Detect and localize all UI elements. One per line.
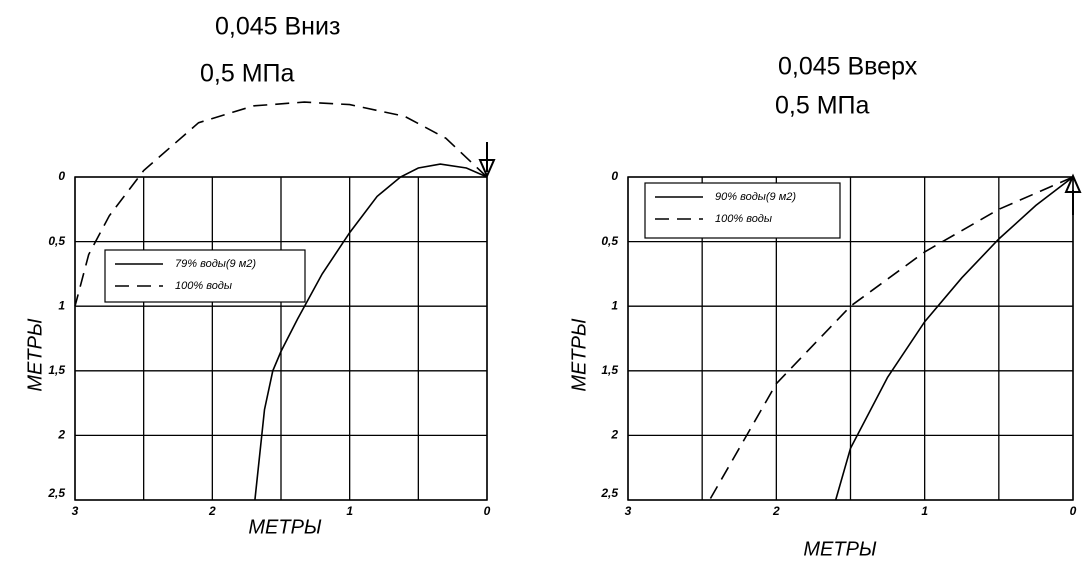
annotation: 0,045 Вниз — [215, 13, 340, 41]
arrow-down — [478, 142, 496, 179]
legend-label: 90% воды(9 м2) — [715, 191, 796, 203]
y-tick-label: 2,5 — [47, 486, 65, 500]
x-tick-label: 1 — [346, 504, 353, 518]
x-tick-label: 2 — [208, 504, 216, 518]
y-axis-label: МЕТРЫ — [24, 318, 46, 392]
y-axis-label: МЕТРЫ — [568, 318, 590, 392]
x-tick-label: 2 — [772, 504, 780, 518]
y-tick-label: 1,5 — [601, 363, 618, 377]
annotation: 0,5 МПа — [775, 92, 869, 120]
y-tick-label: 0 — [58, 169, 65, 183]
y-tick-label: 1,5 — [48, 363, 65, 377]
y-tick-label: 0,5 — [48, 234, 65, 248]
line-series — [834, 176, 1074, 501]
x-tick-label: 1 — [921, 504, 928, 518]
y-tick-label: 0 — [611, 169, 618, 183]
annotation: 0,045 Вверх — [778, 53, 918, 81]
legend-label: 79% воды(9 м2) — [175, 258, 256, 270]
legend-label: 100% воды — [715, 213, 772, 225]
y-tick-label: 1 — [58, 298, 65, 312]
x-tick-label: 0 — [1070, 504, 1077, 518]
annotation: 0,5 МПа — [200, 60, 294, 88]
x-tick-label: 3 — [625, 504, 632, 518]
legend-box — [104, 249, 306, 303]
y-tick-label: 2 — [610, 428, 618, 442]
line-series — [254, 163, 488, 501]
x-tick-label: 3 — [72, 504, 79, 518]
legend-box — [644, 182, 841, 239]
line-series — [708, 176, 1074, 501]
x-axis-label: МЕТРЫ — [803, 538, 877, 560]
y-tick-label: 2,5 — [600, 486, 618, 500]
line-series — [74, 101, 488, 307]
y-tick-label: 2 — [57, 428, 65, 442]
legend-label: 100% воды — [175, 280, 232, 292]
x-axis-label: МЕТРЫ — [248, 516, 322, 538]
y-tick-label: 0,5 — [601, 234, 618, 248]
y-tick-label: 1 — [611, 298, 618, 312]
x-tick-label: 0 — [484, 504, 491, 518]
